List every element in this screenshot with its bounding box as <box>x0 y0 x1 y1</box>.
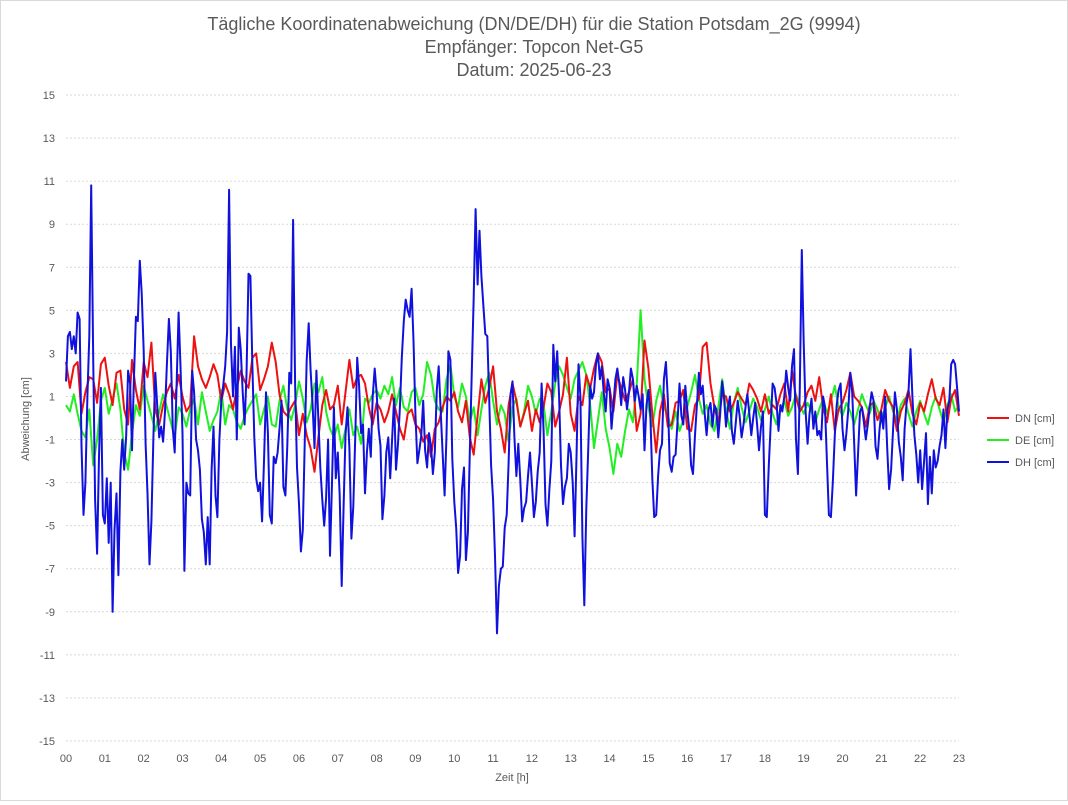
y-axis-title: Abweichung [cm] <box>20 377 32 461</box>
chart-title: Tägliche Koordinatenabweichung (DN/DE/DH… <box>207 14 860 80</box>
chart-title-line-3: Datum: 2025-06-23 <box>456 60 611 80</box>
y-tick-label: -9 <box>45 607 55 619</box>
y-axis-ticks: 15 13 11 9 7 5 3 1 -1 -3 -5 -7 -9 -11 -13 -15 <box>39 90 55 748</box>
x-tick-label: 20 <box>836 753 848 765</box>
y-tick-label: 11 <box>44 176 55 188</box>
x-tick-label: 23 <box>953 753 965 765</box>
x-tick-label: 21 <box>875 753 887 765</box>
y-tick-label: -3 <box>45 478 55 490</box>
y-tick-label: 9 <box>49 219 55 231</box>
x-tick-label: 02 <box>138 753 150 765</box>
x-tick-label: 17 <box>720 753 732 765</box>
x-tick-label: 09 <box>409 753 421 765</box>
x-tick-label: 05 <box>254 753 266 765</box>
y-tick-label: 1 <box>49 391 55 403</box>
x-tick-label: 10 <box>448 753 460 765</box>
series-line-dh <box>65 184 960 635</box>
x-tick-label: 04 <box>215 753 227 765</box>
y-tick-label: -15 <box>39 736 55 748</box>
x-tick-label: 18 <box>759 753 771 765</box>
y-tick-label: 5 <box>49 305 55 317</box>
x-tick-label: 12 <box>526 753 538 765</box>
series-lines <box>65 184 960 635</box>
x-tick-label: 22 <box>914 753 926 765</box>
x-tick-label: 01 <box>99 753 111 765</box>
legend-label: DN [cm] <box>1015 413 1055 425</box>
y-tick-label: 7 <box>49 262 55 274</box>
y-tick-label: 13 <box>43 133 55 145</box>
x-tick-label: 14 <box>603 753 615 765</box>
x-axis-title: Zeit [h] <box>495 772 529 784</box>
legend-label: DE [cm] <box>1015 435 1054 447</box>
x-tick-label: 13 <box>565 753 577 765</box>
x-tick-label: 19 <box>798 753 810 765</box>
x-axis-ticks: 00 01 02 03 04 05 06 07 08 09 10 11 12 13 14 15 16 17 18 19… <box>60 753 965 765</box>
x-tick-label: 08 <box>370 753 382 765</box>
x-tick-label: 06 <box>293 753 305 765</box>
chart-title-line-2: Empfänger: Topcon Net-G5 <box>425 37 644 57</box>
y-tick-label: -5 <box>45 521 55 533</box>
y-tick-label: 3 <box>49 348 55 360</box>
x-tick-label: 16 <box>681 753 693 765</box>
x-tick-label: 03 <box>176 753 188 765</box>
legend-label: DH [cm] <box>1015 457 1055 469</box>
y-tick-label: -1 <box>45 435 55 447</box>
y-tick-label: -13 <box>39 693 55 705</box>
x-tick-label: 00 <box>60 753 72 765</box>
y-tick-label: 15 <box>43 90 55 102</box>
legend: DN [cm] DE [cm] DH [cm] <box>987 413 1055 469</box>
x-tick-label: 11 <box>487 753 498 765</box>
chart-title-line-1: Tägliche Koordinatenabweichung (DN/DE/DH… <box>207 14 860 35</box>
x-tick-label: 15 <box>642 753 654 765</box>
y-tick-label: -7 <box>45 564 55 576</box>
y-tick-label: -11 <box>40 650 55 662</box>
x-tick-label: 07 <box>332 753 344 765</box>
